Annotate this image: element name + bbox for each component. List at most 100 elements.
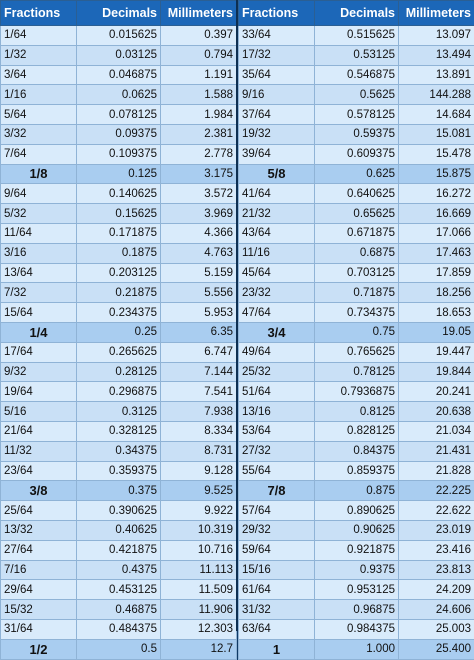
- fraction-cell: 47/64: [239, 303, 315, 323]
- header-fractions: Fractions: [1, 1, 77, 26]
- millimeter-cell: 4.366: [161, 223, 237, 243]
- millimeter-cell: 5.159: [161, 263, 237, 283]
- millimeter-cell: 9.922: [161, 501, 237, 521]
- fraction-cell: 19/32: [239, 124, 315, 144]
- decimal-cell: 0.6875: [315, 243, 399, 263]
- header-row: Fractions Decimals Millimeters: [1, 1, 237, 26]
- millimeter-cell: 0.397: [161, 26, 237, 46]
- decimal-cell: 0.265625: [77, 342, 161, 362]
- fraction-cell: 7/64: [1, 144, 77, 164]
- decimal-cell: 0.34375: [77, 441, 161, 461]
- millimeter-cell: 21.431: [399, 441, 474, 461]
- decimal-cell: 0.25: [77, 322, 161, 342]
- millimeter-cell: 7.541: [161, 382, 237, 402]
- fraction-cell: 3/32: [1, 124, 77, 144]
- decimal-cell: 0.703125: [315, 263, 399, 283]
- fraction-cell: 7/8: [239, 481, 315, 501]
- decimal-cell: 0.484375: [77, 619, 161, 639]
- decimal-cell: 0.84375: [315, 441, 399, 461]
- millimeter-cell: 20.241: [399, 382, 474, 402]
- millimeter-cell: 8.731: [161, 441, 237, 461]
- millimeter-cell: 16.272: [399, 184, 474, 204]
- decimal-cell: 0.375: [77, 481, 161, 501]
- fraction-cell: 51/64: [239, 382, 315, 402]
- fraction-cell: 53/64: [239, 421, 315, 441]
- millimeter-cell: 10.319: [161, 520, 237, 540]
- decimal-cell: 0.609375: [315, 144, 399, 164]
- millimeter-cell: 5.556: [161, 283, 237, 303]
- fraction-cell: 11/64: [1, 223, 77, 243]
- millimeter-cell: 16.669: [399, 204, 474, 224]
- millimeter-cell: 21.034: [399, 421, 474, 441]
- millimeter-cell: 1.984: [161, 105, 237, 125]
- fraction-cell: 1/64: [1, 26, 77, 46]
- decimal-cell: 0.46875: [77, 600, 161, 620]
- millimeter-cell: 23.813: [399, 560, 474, 580]
- decimal-cell: 0.65625: [315, 204, 399, 224]
- decimal-cell: 0.515625: [315, 26, 399, 46]
- millimeter-cell: 2.778: [161, 144, 237, 164]
- decimal-cell: 0.453125: [77, 580, 161, 600]
- fraction-cell: 25/32: [239, 362, 315, 382]
- millimeter-cell: 11.113: [161, 560, 237, 580]
- fraction-cell: 23/64: [1, 461, 77, 481]
- millimeter-cell: 19.447: [399, 342, 474, 362]
- millimeter-cell: 1.191: [161, 65, 237, 85]
- fraction-cell: 1/16: [1, 85, 77, 105]
- decimal-cell: 0.640625: [315, 184, 399, 204]
- fraction-cell: 57/64: [239, 501, 315, 521]
- millimeter-cell: 18.653: [399, 303, 474, 323]
- millimeter-cell: 24.606: [399, 600, 474, 620]
- fraction-cell: 5/8: [239, 164, 315, 184]
- decimal-cell: 0.5: [77, 639, 161, 659]
- millimeter-cell: 20.638: [399, 402, 474, 422]
- fraction-cell: 27/64: [1, 540, 77, 560]
- decimal-cell: 0.296875: [77, 382, 161, 402]
- millimeter-cell: 8.334: [161, 421, 237, 441]
- fraction-cell: 15/64: [1, 303, 77, 323]
- millimeter-cell: 17.066: [399, 223, 474, 243]
- decimal-cell: 0.546875: [315, 65, 399, 85]
- fraction-cell: 1/2: [1, 639, 77, 659]
- fraction-cell: 13/64: [1, 263, 77, 283]
- decimal-cell: 0.046875: [77, 65, 161, 85]
- fraction-cell: 21/64: [1, 421, 77, 441]
- fraction-cell: 39/64: [239, 144, 315, 164]
- fraction-cell: 3/8: [1, 481, 77, 501]
- millimeter-cell: 17.859: [399, 263, 474, 283]
- millimeter-cell: 15.081: [399, 124, 474, 144]
- millimeter-cell: 22.225: [399, 481, 474, 501]
- fraction-cell: 15/32: [1, 600, 77, 620]
- fraction-cell: 27/32: [239, 441, 315, 461]
- fraction-cell: 29/32: [239, 520, 315, 540]
- decimal-cell: 1.000: [315, 639, 399, 659]
- fraction-cell: 29/64: [1, 580, 77, 600]
